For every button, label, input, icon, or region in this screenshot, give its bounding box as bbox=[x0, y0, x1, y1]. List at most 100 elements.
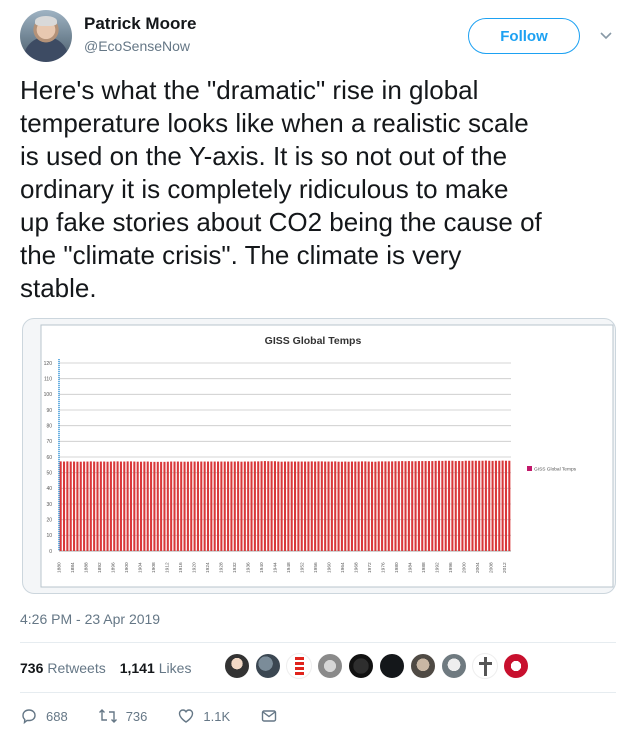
divider-top bbox=[20, 642, 616, 643]
x-tick-label: 1892 bbox=[97, 562, 103, 573]
retweets-label[interactable]: Retweets bbox=[47, 660, 106, 676]
chart-bar bbox=[421, 461, 424, 551]
chart-bar bbox=[448, 460, 451, 551]
liker-avatar[interactable] bbox=[286, 653, 312, 679]
author-name[interactable]: Patrick Moore bbox=[84, 14, 197, 33]
chart-bar bbox=[494, 460, 497, 551]
chart-bar bbox=[263, 461, 266, 551]
tweet-media-chart[interactable]: GISS Global Temps 0 10 20 30 40 50 60 70 80 90 100… bbox=[22, 318, 616, 594]
chart-bar bbox=[347, 461, 350, 551]
tweet-timestamp[interactable]: 4:26 PM - 23 Apr 2019 bbox=[20, 611, 161, 627]
chart-bar bbox=[307, 461, 310, 551]
chart-bar bbox=[270, 461, 273, 551]
chart-bar bbox=[401, 461, 404, 551]
legend-label: GISS Global Temps bbox=[534, 467, 577, 473]
chart-bar bbox=[86, 461, 89, 551]
cross-bar-graphic bbox=[479, 662, 492, 665]
chart-bar bbox=[360, 461, 364, 551]
chart-bar bbox=[126, 461, 129, 551]
keep-calm-graphic bbox=[295, 657, 304, 675]
chart-bar bbox=[317, 461, 320, 551]
chart-bar bbox=[474, 460, 477, 551]
chart-bar bbox=[297, 461, 300, 551]
chart-bar bbox=[337, 461, 340, 551]
liker-avatar[interactable] bbox=[348, 653, 374, 679]
x-tick-label: 1956 bbox=[313, 562, 319, 573]
chart-bar bbox=[180, 461, 183, 551]
author-avatar[interactable] bbox=[20, 10, 72, 62]
like-button[interactable]: 1.1K bbox=[177, 707, 230, 725]
chart-bar bbox=[357, 461, 360, 551]
chart-bar bbox=[123, 461, 126, 551]
liker-avatar[interactable] bbox=[255, 653, 281, 679]
x-tick-label: 1988 bbox=[421, 562, 427, 573]
liker-avatars bbox=[224, 653, 534, 683]
chart-bar bbox=[327, 461, 330, 551]
chart-bar bbox=[173, 461, 176, 551]
x-tick-label: 1976 bbox=[381, 562, 387, 573]
reply-count: 688 bbox=[46, 708, 68, 724]
chart-y-ticks: 0 10 20 30 40 50 60 70 80 90 100 110 120 bbox=[44, 361, 53, 555]
chart-bar bbox=[73, 461, 76, 551]
reply-button[interactable]: 688 bbox=[20, 707, 68, 725]
author-handle[interactable]: @EcoSenseNow bbox=[84, 38, 191, 54]
chart-bar bbox=[150, 461, 153, 551]
x-tick-label: 1952 bbox=[300, 562, 306, 573]
chart-bar bbox=[206, 461, 210, 551]
y-tick-label: 10 bbox=[46, 533, 52, 539]
likes-label[interactable]: Likes bbox=[158, 660, 192, 676]
liker-avatar[interactable] bbox=[410, 653, 436, 679]
chart-bar bbox=[257, 461, 260, 551]
chart-bar bbox=[300, 461, 303, 551]
chart-bar bbox=[414, 461, 417, 551]
direct-message-button[interactable] bbox=[260, 707, 286, 725]
x-tick-label: 1900 bbox=[124, 562, 130, 573]
chart-bar bbox=[424, 461, 427, 551]
divider-bottom bbox=[20, 692, 616, 693]
liker-avatar[interactable] bbox=[441, 653, 467, 679]
chart-bar bbox=[220, 461, 223, 551]
chart-bar bbox=[160, 461, 163, 551]
retweet-button[interactable]: 736 bbox=[98, 707, 148, 725]
chart-bar bbox=[508, 460, 511, 551]
follow-button[interactable]: Follow bbox=[468, 18, 580, 54]
chart-bar bbox=[143, 461, 146, 551]
cross-graphic bbox=[484, 657, 487, 676]
chart-bar bbox=[434, 460, 437, 551]
liker-avatar[interactable] bbox=[317, 653, 343, 679]
x-tick-label: 1924 bbox=[205, 562, 211, 573]
chart-bar bbox=[190, 461, 193, 551]
x-tick-label: 1928 bbox=[219, 562, 225, 573]
chart-bar bbox=[374, 461, 377, 551]
chart-bar bbox=[116, 461, 119, 551]
chart-bar bbox=[109, 461, 112, 551]
tweet-text: Here's what the "dramatic" rise in globa… bbox=[20, 75, 542, 303]
chart-bar bbox=[186, 461, 189, 551]
liker-avatar[interactable] bbox=[379, 653, 405, 679]
avatar-hair bbox=[35, 16, 57, 26]
chart-svg: GISS Global Temps 0 10 20 30 40 50 60 70 80 90 100… bbox=[40, 324, 614, 588]
chart-bar bbox=[176, 461, 179, 551]
chart-bar bbox=[62, 461, 66, 551]
chart-bar bbox=[210, 461, 213, 551]
chevron-down-icon[interactable] bbox=[596, 26, 616, 46]
liker-avatar[interactable] bbox=[224, 653, 250, 679]
chart-bar bbox=[260, 461, 263, 551]
chart-bar bbox=[444, 460, 447, 551]
retweets-count[interactable]: 736 bbox=[20, 660, 44, 676]
chart-bar bbox=[93, 461, 96, 551]
tweet-header: Patrick Moore @EcoSenseNow Follow bbox=[20, 10, 620, 62]
liker-avatar[interactable] bbox=[503, 653, 529, 679]
chart-bar bbox=[394, 461, 397, 551]
chart-bar bbox=[344, 461, 347, 551]
chart-bar bbox=[387, 461, 390, 551]
retweet-count: 736 bbox=[125, 708, 148, 724]
chart-bar bbox=[237, 461, 240, 551]
like-count: 1.1K bbox=[203, 708, 231, 724]
chart-x-ticks: 1880 1884 1888 1892 1896 1900 1904 1908 1912 1916… bbox=[57, 562, 508, 573]
y-tick-label: 80 bbox=[46, 423, 52, 429]
chart-bar bbox=[247, 461, 250, 551]
likes-count[interactable]: 1,141 bbox=[119, 660, 155, 676]
chart-bar bbox=[99, 461, 102, 551]
liker-avatar[interactable] bbox=[472, 653, 498, 679]
